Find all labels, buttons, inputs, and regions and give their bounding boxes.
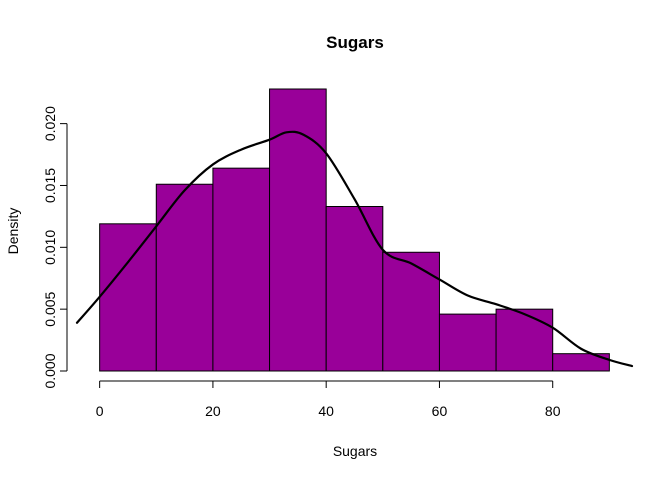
y-axis: 0.000 0.005 0.010 0.015 0.020 bbox=[42, 106, 68, 389]
histogram-bar bbox=[325, 206, 384, 372]
histogram-bar bbox=[495, 308, 554, 372]
x-axis-label: Sugars bbox=[333, 443, 377, 459]
y-tick-label: 0.010 bbox=[42, 230, 58, 265]
x-tick-label: 20 bbox=[205, 403, 221, 419]
histogram-bar bbox=[212, 167, 271, 372]
histogram-bar bbox=[382, 251, 440, 372]
histogram-bar bbox=[552, 353, 610, 372]
density-curve bbox=[75, 130, 634, 368]
x-tick-label: 40 bbox=[318, 403, 334, 419]
x-axis: 0 20 40 60 80 bbox=[96, 380, 561, 419]
histogram-bar bbox=[269, 88, 327, 372]
y-tick-label: 0.015 bbox=[42, 168, 58, 203]
bars-layer bbox=[99, 88, 610, 372]
histogram-bar bbox=[99, 223, 157, 372]
y-axis-label: Density bbox=[5, 208, 21, 255]
x-tick-label: 80 bbox=[545, 403, 561, 419]
histogram-bar bbox=[155, 183, 214, 372]
chart-title: Sugars bbox=[326, 33, 384, 52]
histogram-bar bbox=[438, 313, 497, 372]
y-tick-label: 0.005 bbox=[42, 291, 58, 326]
y-tick-label: 0.000 bbox=[42, 353, 58, 388]
y-tick-label: 0.020 bbox=[42, 106, 58, 141]
x-tick-label: 60 bbox=[432, 403, 448, 419]
x-tick-label: 0 bbox=[96, 403, 104, 419]
